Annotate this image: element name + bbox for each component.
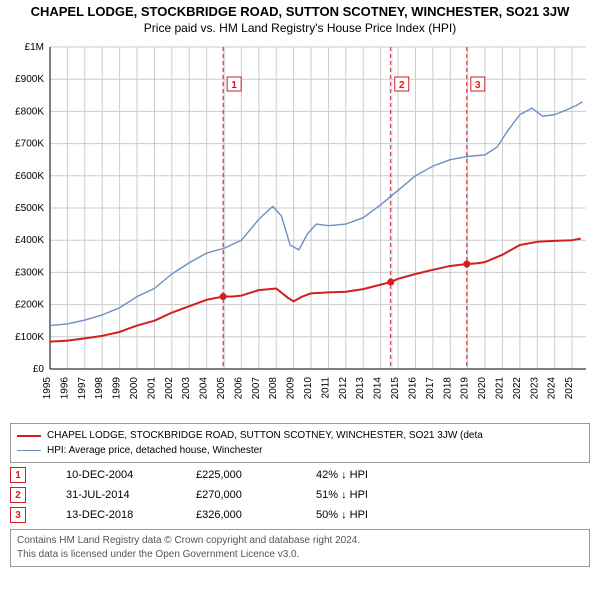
svg-text:2019: 2019 bbox=[460, 377, 471, 400]
marker-row: 2 31-JUL-2014 £270,000 51% ↓ HPI bbox=[10, 485, 590, 505]
marker-row: 1 10-DEC-2004 £225,000 42% ↓ HPI bbox=[10, 465, 590, 485]
markers-table: 1 10-DEC-2004 £225,000 42% ↓ HPI 2 31-JUL-201… bbox=[10, 465, 590, 525]
svg-text:2007: 2007 bbox=[251, 377, 262, 400]
svg-text:2011: 2011 bbox=[320, 377, 331, 399]
marker-pct-vs-hpi: 51% ↓ HPI bbox=[316, 489, 426, 501]
svg-text:2015: 2015 bbox=[390, 377, 401, 400]
chart-subtitle: Price paid vs. HM Land Registry's House … bbox=[0, 19, 600, 39]
svg-text:2002: 2002 bbox=[164, 377, 175, 400]
svg-text:1998: 1998 bbox=[94, 377, 105, 400]
svg-text:£1M: £1M bbox=[25, 42, 44, 53]
svg-text:2003: 2003 bbox=[181, 377, 192, 400]
svg-text:2009: 2009 bbox=[286, 377, 297, 400]
svg-text:2006: 2006 bbox=[233, 377, 244, 400]
svg-text:2010: 2010 bbox=[303, 377, 314, 400]
marker-number-box: 2 bbox=[10, 487, 26, 503]
footer-line-2: This data is licensed under the Open Gov… bbox=[17, 548, 583, 562]
svg-text:2000: 2000 bbox=[129, 377, 140, 400]
footer-line-1: Contains HM Land Registry data © Crown c… bbox=[17, 534, 583, 548]
legend-swatch bbox=[17, 435, 41, 437]
svg-text:£600K: £600K bbox=[15, 171, 44, 182]
marker-price: £326,000 bbox=[196, 509, 286, 521]
svg-text:£100K: £100K bbox=[15, 332, 44, 343]
svg-text:2004: 2004 bbox=[199, 377, 210, 400]
svg-text:1995: 1995 bbox=[42, 377, 53, 400]
marker-number-box: 3 bbox=[10, 507, 26, 523]
svg-text:2001: 2001 bbox=[146, 377, 157, 400]
svg-text:2008: 2008 bbox=[268, 377, 279, 400]
svg-text:2023: 2023 bbox=[529, 377, 540, 400]
chart-container: { "title": "CHAPEL LODGE, STOCKBRIDGE RO… bbox=[0, 0, 600, 590]
marker-price: £270,000 bbox=[196, 489, 286, 501]
svg-text:3: 3 bbox=[475, 80, 481, 91]
chart-plot-area: £0 £100K £200K £300K £400K £500K £600K £700K £80… bbox=[0, 39, 600, 419]
svg-text:2022: 2022 bbox=[512, 377, 523, 400]
svg-text:£800K: £800K bbox=[15, 106, 44, 117]
svg-text:2021: 2021 bbox=[494, 377, 505, 400]
legend-label: HPI: Average price, detached house, Winc… bbox=[47, 443, 263, 458]
legend: CHAPEL LODGE, STOCKBRIDGE ROAD, SUTTON S… bbox=[10, 423, 590, 463]
svg-text:£500K: £500K bbox=[15, 203, 44, 214]
svg-text:1: 1 bbox=[231, 80, 237, 91]
svg-text:1999: 1999 bbox=[112, 377, 123, 400]
marker-row: 3 13-DEC-2018 £326,000 50% ↓ HPI bbox=[10, 505, 590, 525]
legend-item: HPI: Average price, detached house, Winc… bbox=[17, 443, 583, 458]
svg-text:2018: 2018 bbox=[442, 377, 453, 400]
attribution-footer: Contains HM Land Registry data © Crown c… bbox=[10, 529, 590, 567]
marker-date: 13-DEC-2018 bbox=[66, 509, 166, 521]
svg-text:2012: 2012 bbox=[338, 377, 349, 400]
svg-text:2005: 2005 bbox=[216, 377, 227, 400]
marker-date: 31-JUL-2014 bbox=[66, 489, 166, 501]
svg-text:£200K: £200K bbox=[15, 300, 44, 311]
svg-text:2020: 2020 bbox=[477, 377, 488, 400]
svg-text:£300K: £300K bbox=[15, 267, 44, 278]
svg-text:1996: 1996 bbox=[59, 377, 70, 400]
svg-text:2: 2 bbox=[399, 80, 405, 91]
legend-label: CHAPEL LODGE, STOCKBRIDGE ROAD, SUTTON S… bbox=[47, 428, 483, 443]
svg-text:£0: £0 bbox=[33, 364, 45, 375]
marker-price: £225,000 bbox=[196, 469, 286, 481]
chart-title: CHAPEL LODGE, STOCKBRIDGE ROAD, SUTTON S… bbox=[0, 0, 600, 19]
svg-text:£700K: £700K bbox=[15, 139, 44, 150]
svg-text:2016: 2016 bbox=[407, 377, 418, 400]
svg-text:2014: 2014 bbox=[373, 377, 384, 400]
svg-text:£900K: £900K bbox=[15, 74, 44, 85]
svg-text:£400K: £400K bbox=[15, 235, 44, 246]
line-chart-svg: £0 £100K £200K £300K £400K £500K £600K £700K £80… bbox=[0, 39, 600, 419]
svg-text:2017: 2017 bbox=[425, 377, 436, 400]
marker-number-box: 1 bbox=[10, 467, 26, 483]
svg-text:2013: 2013 bbox=[355, 377, 366, 400]
svg-text:1997: 1997 bbox=[77, 377, 88, 400]
svg-text:2025: 2025 bbox=[564, 377, 575, 400]
marker-pct-vs-hpi: 42% ↓ HPI bbox=[316, 469, 426, 481]
marker-date: 10-DEC-2004 bbox=[66, 469, 166, 481]
legend-item: CHAPEL LODGE, STOCKBRIDGE ROAD, SUTTON S… bbox=[17, 428, 583, 443]
svg-text:2024: 2024 bbox=[547, 377, 558, 400]
marker-pct-vs-hpi: 50% ↓ HPI bbox=[316, 509, 426, 521]
legend-swatch bbox=[17, 450, 41, 451]
